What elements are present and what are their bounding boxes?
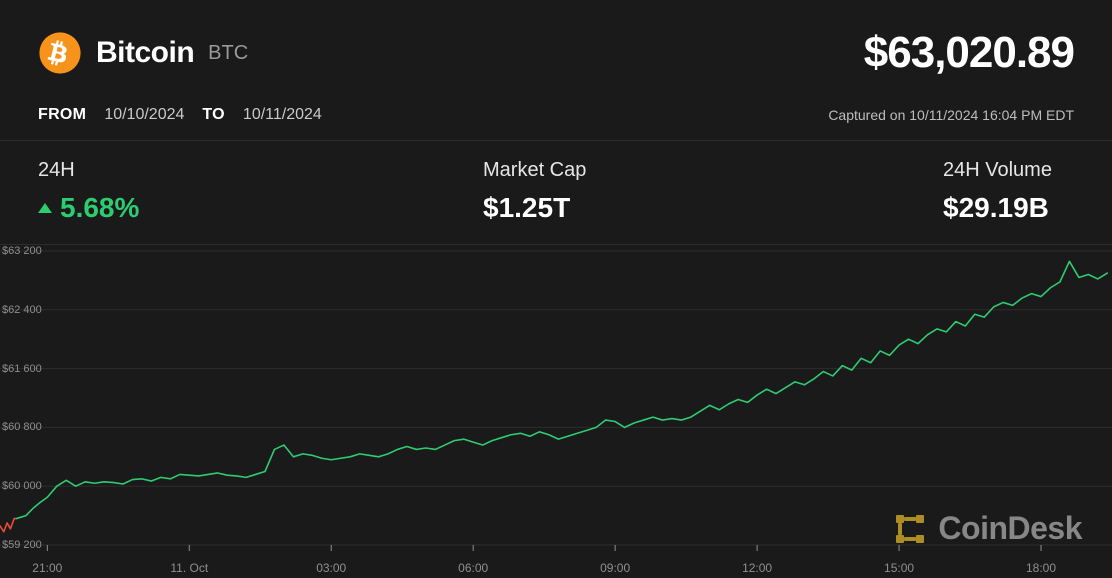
captured-timestamp: Captured on 10/11/2024 16:04 PM EDT xyxy=(828,107,1074,123)
x-axis-label: 21:00 xyxy=(32,561,62,575)
coindesk-watermark: CoinDesk xyxy=(892,510,1082,547)
stat-value: 5.68% xyxy=(60,192,139,224)
y-axis-label: $63 200 xyxy=(2,245,42,257)
x-axis-label: 18:00 xyxy=(1026,561,1056,575)
y-axis-label: $59 200 xyxy=(2,539,42,551)
coin-ticker: BTC xyxy=(208,42,248,65)
date-range: FROM 10/10/2024 TO 10/11/2024 xyxy=(38,106,322,124)
from-value: 10/10/2024 xyxy=(104,106,184,124)
x-axis-label: 03:00 xyxy=(316,561,346,575)
y-axis-label: $60 800 xyxy=(2,421,42,433)
to-label: TO xyxy=(202,106,225,124)
y-axis-label: $61 600 xyxy=(2,363,42,375)
x-axis-label: 06:00 xyxy=(458,561,488,575)
x-axis-label: 11. Oct xyxy=(170,561,208,575)
current-price: $63,020.89 xyxy=(864,28,1074,78)
stat-value: $29.19B xyxy=(943,192,1074,224)
stat-volume: 24H Volume $29.19B xyxy=(943,159,1074,224)
watermark-text: CoinDesk xyxy=(938,510,1082,547)
y-axis-label: $62 400 xyxy=(2,304,42,316)
coin-name: Bitcoin xyxy=(96,36,194,70)
coindesk-logo-icon xyxy=(892,511,928,547)
x-axis-label: 12:00 xyxy=(742,561,772,575)
x-axis-label: 15:00 xyxy=(884,561,914,575)
triangle-up-icon xyxy=(38,203,52,213)
stat-label: Market Cap xyxy=(483,159,943,182)
y-axis-label: $60 000 xyxy=(2,480,42,492)
stat-value: $1.25T xyxy=(483,192,943,224)
price-chart[interactable]: $59 200 $60 000 $60 800 $61 600 $62 400 $63 2… xyxy=(0,245,1112,575)
coin-identity: Bitcoin BTC xyxy=(38,31,248,75)
to-value: 10/11/2024 xyxy=(243,106,322,124)
stat-marketcap: Market Cap $1.25T xyxy=(483,159,943,224)
stat-label: 24H Volume xyxy=(943,159,1074,182)
stat-24h-change: 24H 5.68% xyxy=(38,159,483,224)
from-label: FROM xyxy=(38,106,86,124)
bitcoin-logo-icon xyxy=(38,31,82,75)
x-axis-label: 09:00 xyxy=(600,561,630,575)
stat-label: 24H xyxy=(38,159,483,182)
